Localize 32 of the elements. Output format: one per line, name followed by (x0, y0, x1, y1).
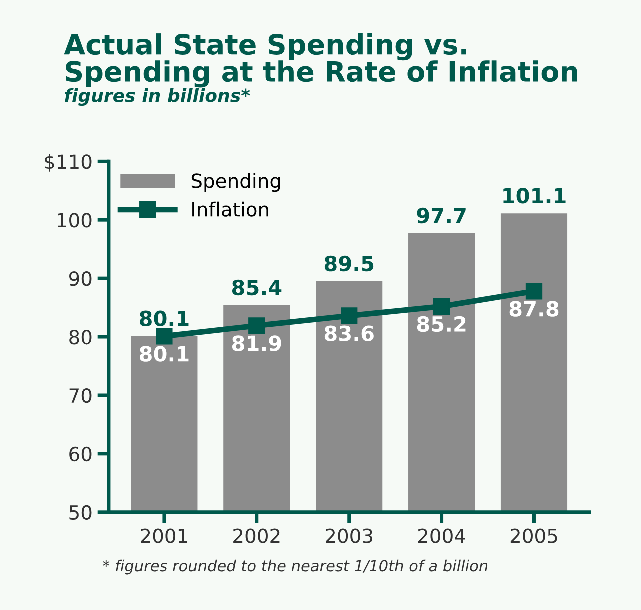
data-label: 80.1 (140, 310, 189, 327)
x-tick-label: 2005 (510, 528, 558, 544)
point (156, 328, 173, 345)
data-label: 80.1 (140, 346, 189, 362)
legend-label: Spending (192, 173, 280, 192)
y-tick-label: 60 (70, 446, 92, 462)
data-label: 89.5 (324, 256, 374, 272)
data-label: 101.1 (504, 188, 566, 204)
y-tick-label: 50 (70, 505, 92, 520)
chart-subtitle: figures in billions* (65, 88, 250, 106)
y-tick-label: 70 (70, 388, 92, 404)
text: * figures rounded to the nearest 1/10th of a billion (103, 560, 488, 575)
x-tick-label: 2001 (141, 528, 188, 544)
data-label: 81.9 (232, 336, 282, 352)
data-label: 85.4 (232, 280, 282, 296)
point (526, 283, 543, 300)
legend-label: Inflation (192, 202, 268, 217)
chart-title: Actual State Spending vs. Spending at the Rate of Inflation (64, 34, 578, 88)
y-tick-label: 90 (69, 272, 92, 286)
x-tick-label: 2004 (418, 528, 466, 544)
point (341, 308, 358, 324)
data-label: 97.7 (417, 208, 466, 224)
y-tick-label: 100 (58, 213, 92, 228)
data-label: 87.8 (510, 301, 559, 317)
data-label: 83.6 (324, 326, 374, 342)
y-tick-label: 80 (70, 330, 92, 345)
x-tick-label: 2003 (326, 528, 373, 544)
data-label: 85.2 (417, 316, 466, 332)
x-tick-label: 2002 (234, 528, 280, 544)
y-tick-label: $110 (45, 154, 92, 172)
point (248, 318, 266, 334)
point (433, 298, 450, 315)
